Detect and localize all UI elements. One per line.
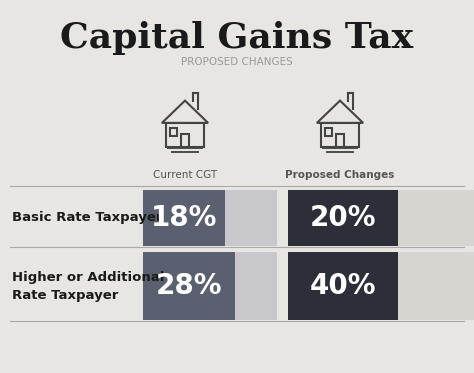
Bar [288,252,398,320]
Bar [181,134,189,147]
Bar [325,128,332,135]
Text: Higher or Additional: Higher or Additional [12,272,164,285]
Bar [398,190,474,246]
Bar [143,190,225,246]
Bar [235,252,277,320]
Text: 20%: 20% [310,204,376,232]
Bar [288,190,398,246]
Text: Capital Gains Tax: Capital Gains Tax [61,21,413,55]
Bar [225,190,277,246]
Text: Rate Taxpayer: Rate Taxpayer [12,288,118,301]
Bar [143,252,235,320]
Bar [166,123,204,147]
Bar [170,128,177,135]
Text: Basic Rate Taxpayer: Basic Rate Taxpayer [12,211,163,225]
Bar [336,134,344,147]
Text: 40%: 40% [310,272,376,300]
Text: PROPOSED CHANGES: PROPOSED CHANGES [181,57,293,67]
Text: 18%: 18% [151,204,217,232]
Bar [321,123,359,147]
Bar [398,252,474,320]
Text: Current CGT: Current CGT [153,170,217,180]
Text: Proposed Changes: Proposed Changes [285,170,395,180]
Text: 28%: 28% [156,272,222,300]
